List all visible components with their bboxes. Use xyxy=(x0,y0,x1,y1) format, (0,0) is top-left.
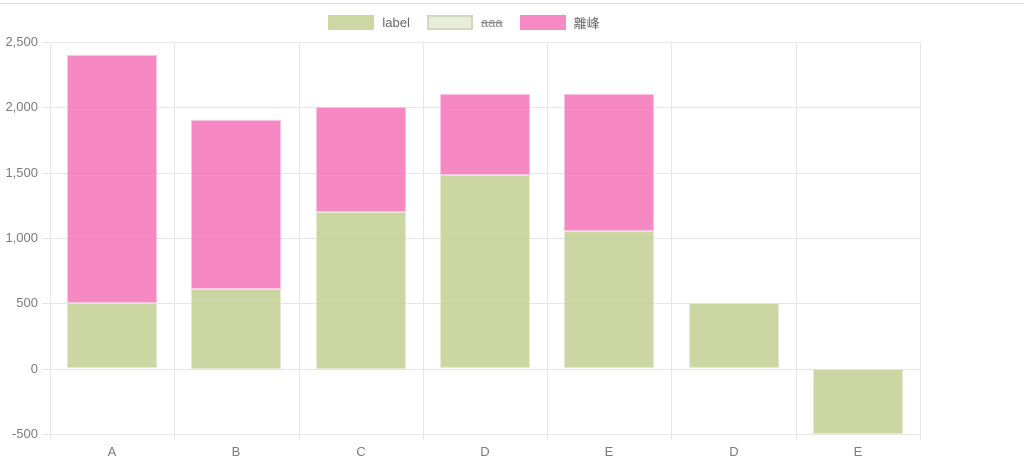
x-gridline xyxy=(174,42,175,440)
bar-segment-D-label[interactable] xyxy=(440,175,530,368)
y-axis-tick-label: 500 xyxy=(16,295,38,310)
x-axis-category-label: D xyxy=(480,444,490,459)
x-gridline xyxy=(920,42,921,440)
x-gridline xyxy=(547,42,548,440)
x-axis-category-label: E xyxy=(853,444,863,459)
x-gridline xyxy=(50,42,51,440)
y-gridline xyxy=(42,369,920,370)
bar-segment-D-label[interactable] xyxy=(689,303,779,368)
legend-label: 離峰 xyxy=(573,16,600,31)
bar-segment-C-label[interactable] xyxy=(316,212,406,369)
page-top-border xyxy=(0,3,1024,4)
y-axis-tick-label: 2,000 xyxy=(5,99,38,114)
x-gridline xyxy=(299,42,300,440)
bar-segment-B-離峰[interactable] xyxy=(191,120,281,289)
y-axis-tick-label: 1,000 xyxy=(5,230,38,245)
legend-label: aaa xyxy=(480,15,503,30)
legend-item-aaa[interactable]: aaa xyxy=(426,15,503,30)
bar-segment-A-label[interactable] xyxy=(67,303,157,368)
bar-segment-C-離峰[interactable] xyxy=(316,107,406,212)
x-gridline xyxy=(796,42,797,440)
y-axis-tick-label: 0 xyxy=(30,361,38,376)
legend-item-label[interactable]: label xyxy=(328,15,410,30)
bar-segment-D-離峰[interactable] xyxy=(440,94,530,175)
bar-segment-E-離峰[interactable] xyxy=(564,94,654,231)
x-axis-category-label: A xyxy=(107,444,117,459)
x-axis-category-label: E xyxy=(604,444,614,459)
x-axis-category-label: C xyxy=(356,444,366,459)
legend-swatch-icon xyxy=(426,15,473,30)
bar-segment-E-label[interactable] xyxy=(564,231,654,368)
legend-item-離峰[interactable]: 離峰 xyxy=(519,13,600,32)
y-gridline xyxy=(42,42,920,43)
bar-segment-E-label[interactable] xyxy=(813,369,903,434)
legend-swatch-icon xyxy=(519,15,566,30)
x-axis-category-label: D xyxy=(729,444,739,459)
legend-label: label xyxy=(382,15,410,30)
chart-legend: label aaa 離峰 xyxy=(0,13,928,32)
bar-segment-A-離峰[interactable] xyxy=(67,55,157,303)
x-axis-category-label: B xyxy=(231,444,241,459)
x-gridline xyxy=(671,42,672,440)
y-axis-tick-label: 1,500 xyxy=(5,165,38,180)
y-axis-tick-label: 2,500 xyxy=(5,34,38,49)
legend-swatch-icon xyxy=(328,15,375,30)
y-gridline xyxy=(42,434,920,435)
x-gridline xyxy=(423,42,424,440)
bar-segment-B-label[interactable] xyxy=(191,289,281,369)
y-axis-tick-label: -500 xyxy=(11,426,38,441)
